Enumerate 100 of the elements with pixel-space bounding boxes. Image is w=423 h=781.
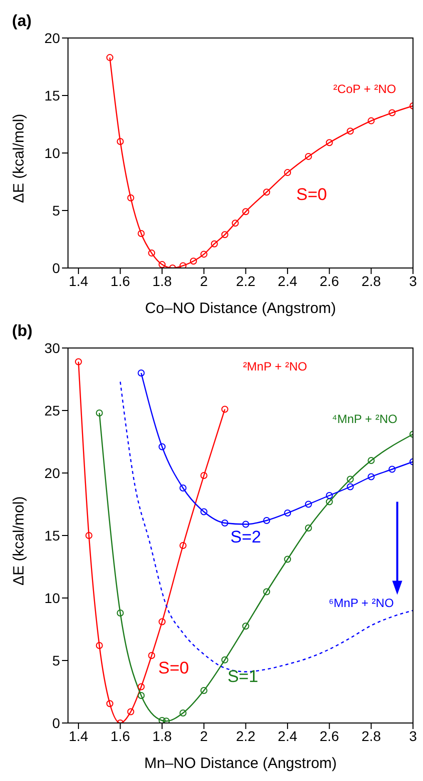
- point: [200, 472, 208, 479]
- point: [346, 128, 354, 135]
- point: [106, 54, 114, 62]
- y-tick-label: 15: [44, 527, 60, 544]
- point: [106, 700, 114, 708]
- point: [96, 642, 103, 649]
- point: [158, 618, 166, 626]
- x-tick-label: 3: [409, 728, 418, 744]
- point: [138, 692, 145, 699]
- y-tick-label: 30: [44, 340, 60, 356]
- point: [96, 410, 103, 416]
- x-tick-label: 1.6: [110, 728, 130, 744]
- x-tick-label: 1.4: [68, 728, 88, 744]
- y-tick-label: 15: [44, 87, 60, 104]
- point: [148, 250, 156, 257]
- point: [284, 169, 292, 176]
- point: [326, 498, 333, 506]
- point: [127, 194, 134, 202]
- point: [180, 484, 186, 492]
- point: [158, 443, 166, 450]
- annotation: ⁶MnP + ²NO: [328, 596, 394, 610]
- point: [200, 508, 208, 516]
- y-tick-label: 0: [52, 260, 60, 276]
- point: [346, 483, 354, 490]
- x-tick-label: 2: [200, 728, 208, 744]
- point: [116, 138, 124, 145]
- point: [138, 370, 145, 376]
- point: [263, 588, 270, 596]
- annotation: ⁴MnP + ²NO: [332, 412, 398, 426]
- point: [326, 492, 333, 499]
- point: [242, 208, 250, 216]
- annotation: ²MnP + ²NO: [242, 360, 308, 374]
- point: [346, 476, 354, 483]
- y-tick-label: 5: [52, 652, 60, 668]
- point: [180, 710, 186, 716]
- x-tick-label: 2.2: [236, 728, 256, 744]
- x-tick-label: 2: [200, 272, 208, 289]
- x-tick-label: 2.6: [320, 728, 340, 744]
- series-label: S=1: [227, 666, 258, 686]
- point: [200, 687, 208, 694]
- point: [85, 532, 92, 539]
- point: [263, 188, 270, 196]
- point: [242, 622, 250, 630]
- point: [304, 524, 312, 532]
- point: [180, 542, 186, 549]
- point: [388, 109, 396, 116]
- point: [221, 406, 228, 413]
- point: [162, 718, 170, 723]
- y-tick-label: 20: [44, 30, 60, 46]
- point: [138, 230, 145, 237]
- point: [304, 500, 312, 508]
- point: [232, 220, 239, 227]
- y-axis-title: ΔE (kcal/mol): [10, 114, 28, 203]
- x-tick-label: 2.4: [278, 272, 298, 289]
- x-tick-label: 2.8: [361, 728, 382, 744]
- point: [368, 117, 375, 124]
- point: [284, 556, 292, 563]
- x-tick-label: 3: [409, 272, 418, 289]
- y-axis-title: ΔE (kcal/mol): [10, 496, 28, 586]
- chart-title: (a): [12, 13, 32, 30]
- x-tick-label: 2.8: [361, 272, 382, 289]
- point: [284, 510, 292, 516]
- point: [180, 262, 186, 268]
- series-label: S=0: [296, 185, 328, 204]
- point: [200, 250, 208, 258]
- y-tick-label: 0: [52, 714, 60, 731]
- point: [158, 717, 166, 723]
- x-axis-title: Mn–NO Distance (Angstrom): [144, 755, 337, 772]
- point: [158, 261, 166, 268]
- x-tick-label: 1.6: [110, 272, 130, 289]
- y-tick-label: 10: [44, 590, 60, 606]
- point: [388, 466, 396, 473]
- series-label: S=2: [230, 527, 262, 546]
- point: [368, 473, 375, 480]
- point: [138, 683, 145, 690]
- point: [221, 656, 228, 664]
- x-tick-label: 1.8: [152, 272, 172, 289]
- series-label: S=0: [158, 658, 190, 678]
- annotation: ²CoP + ²NO: [333, 82, 396, 96]
- x-tick-label: 1.8: [152, 728, 172, 744]
- x-tick-label: 2.4: [278, 728, 298, 744]
- y-tick-label: 5: [52, 202, 60, 218]
- point: [221, 231, 228, 238]
- point: [263, 517, 270, 524]
- x-tick-label: 1.4: [68, 272, 88, 289]
- y-tick-label: 10: [44, 144, 60, 161]
- chart-title: (b): [12, 323, 32, 340]
- point: [326, 139, 333, 146]
- x-tick-label: 2.6: [320, 272, 340, 289]
- point: [127, 708, 134, 716]
- point: [190, 258, 197, 265]
- x-tick-label: 2.2: [236, 272, 256, 289]
- point: [210, 240, 218, 248]
- point: [221, 520, 228, 526]
- y-tick-label: 25: [44, 402, 60, 418]
- x-axis-title: Co–NO Distance (Angstrom): [145, 300, 336, 317]
- point: [148, 652, 156, 659]
- point: [242, 520, 250, 528]
- point: [368, 457, 375, 464]
- point: [74, 358, 82, 366]
